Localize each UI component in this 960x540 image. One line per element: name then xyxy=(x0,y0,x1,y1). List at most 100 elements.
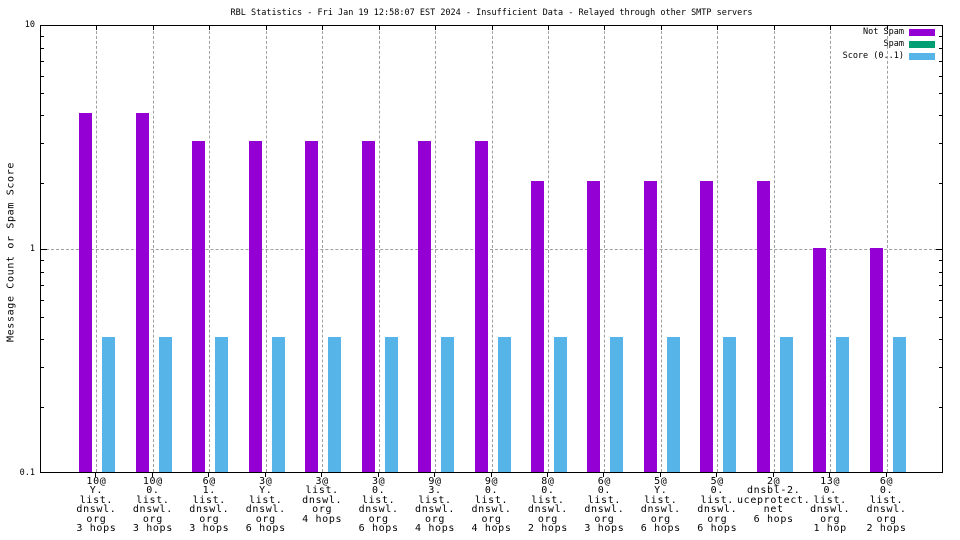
bar-score-0-1 xyxy=(384,337,398,472)
y-minor-tick xyxy=(939,367,942,369)
bar-not-spam xyxy=(530,180,544,472)
x-tick-bottom xyxy=(716,473,718,477)
y-tick-label-10: 10 xyxy=(24,20,35,30)
x-category-label-line: org xyxy=(86,513,107,525)
bar-score-0-1 xyxy=(666,337,680,472)
x-category-label-line: list. xyxy=(813,494,847,506)
x-category-label-line: org xyxy=(142,513,163,525)
y-minor-tick xyxy=(41,367,44,369)
bar-not-spam xyxy=(79,113,93,472)
x-category-label: 10@ Y. list. dnswl. org 3 hops xyxy=(36,476,156,535)
x-tick-top xyxy=(152,26,154,30)
x-category-label-line: 3 hops xyxy=(584,523,625,535)
x-category-label-line: 6 hops xyxy=(697,523,738,535)
x-tick-top xyxy=(547,26,549,30)
y-minor-tick xyxy=(939,260,942,262)
x-category-label-line: org xyxy=(199,513,220,525)
x-tick-top xyxy=(209,26,211,30)
x-gridline xyxy=(604,26,606,472)
x-category-label-line: org xyxy=(425,513,446,525)
bar-not-spam xyxy=(643,180,657,472)
x-tick-bottom xyxy=(603,473,605,477)
x-tick-top xyxy=(378,26,380,30)
bar-not-spam xyxy=(135,113,149,472)
x-category-label-line: 3 hops xyxy=(76,523,117,535)
x-category-label-line: 5@ xyxy=(654,476,668,487)
x-category-label-line: 6@ xyxy=(597,476,612,487)
legend-swatch-spam xyxy=(909,40,935,48)
x-category-label-line: org xyxy=(255,513,276,525)
x-category-label-line: list. xyxy=(305,485,339,497)
bar-score-0-1 xyxy=(215,337,229,472)
y-minor-tick xyxy=(41,75,44,77)
y-minor-tick xyxy=(41,339,44,341)
x-category-label: 5@ 0. list. dnswl. org 6 hops xyxy=(657,476,777,535)
x-gridline xyxy=(378,26,380,472)
y-minor-tick xyxy=(939,60,942,62)
y-minor-tick xyxy=(41,299,44,301)
x-gridline xyxy=(435,26,437,472)
plot-area xyxy=(40,25,943,473)
bar-not-spam xyxy=(248,141,262,472)
x-category-label: 9@ 0. list. dnswl. org 4 hops xyxy=(432,476,552,535)
x-category-label: 3@ list. dnswl. org 4 hops xyxy=(262,476,382,524)
x-category-label-line: org xyxy=(537,513,558,525)
x-category-label-line: dnswl. xyxy=(584,504,625,516)
x-category-label-line: net xyxy=(763,504,784,516)
x-category-label-line: Y. xyxy=(654,485,668,497)
x-tick-top xyxy=(886,26,888,30)
y-major-tick xyxy=(936,249,942,250)
x-category-label-line: 4 hops xyxy=(471,523,512,535)
x-category-label-line: list. xyxy=(644,494,678,506)
x-tick-top xyxy=(830,26,832,30)
x-category-label-line: list. xyxy=(474,494,509,506)
x-category-label-line: 9@ xyxy=(428,476,442,487)
x-gridline xyxy=(265,26,267,472)
x-tick-bottom xyxy=(321,473,323,477)
x-category-label-line: 6 hops xyxy=(245,523,286,535)
x-category-label-line: 3 hops xyxy=(132,523,173,535)
x-category-label-line: list. xyxy=(361,494,396,506)
x-category-label-line: 6 hops xyxy=(358,523,399,535)
x-tick-bottom xyxy=(885,473,887,477)
x-category-label-line: 2 hops xyxy=(527,523,568,535)
x-gridline xyxy=(773,26,775,472)
x-tick-bottom xyxy=(377,473,379,477)
bar-score-0-1 xyxy=(553,337,567,472)
x-tick-top xyxy=(660,26,662,30)
x-category-label-line: list. xyxy=(869,494,904,506)
y-minor-tick xyxy=(939,299,942,301)
bar-score-0-1 xyxy=(836,337,850,472)
legend-row-not-spam: Not Spam xyxy=(843,26,935,38)
x-category-label: 6@ 0. list. dnswl. org 3 hops xyxy=(544,476,664,535)
x-category-label-line: dnsbl-2. xyxy=(747,485,801,497)
y-minor-tick xyxy=(939,143,942,145)
bar-not-spam xyxy=(305,141,319,472)
y-tick-label-0p1: 0.1 xyxy=(19,468,35,478)
bar-score-0-1 xyxy=(610,337,624,472)
x-category-label-line: 0. xyxy=(146,485,160,497)
y-major-tick xyxy=(41,249,47,250)
x-category-label: 3@ 0. list. dnswl. org 6 hops xyxy=(319,476,439,535)
x-category-label-line: 0. xyxy=(484,485,499,497)
x-gridline xyxy=(209,26,211,472)
y-minor-tick xyxy=(939,317,942,319)
bar-score-0-1 xyxy=(158,337,172,472)
legend-swatch-score xyxy=(909,52,935,60)
x-category-label: 10@ 0. list. dnswl. org 3 hops xyxy=(93,476,213,535)
bar-not-spam xyxy=(192,141,206,472)
y-tick-label-1: 1 xyxy=(29,244,35,254)
x-category-label-line: Y. xyxy=(89,485,104,497)
bar-not-spam xyxy=(587,180,601,472)
y-minor-tick xyxy=(41,143,44,145)
x-category-label-line: dnswl. xyxy=(76,504,117,516)
y-minor-tick xyxy=(939,406,942,408)
y-minor-tick xyxy=(41,260,44,262)
legend-row-score: Score (0..1) xyxy=(843,50,935,62)
y-minor-tick xyxy=(41,47,44,49)
x-category-label-line: 8@ xyxy=(541,476,555,487)
x-category-label-line: 9@ xyxy=(484,476,499,487)
x-category-label-line: 0. xyxy=(371,485,386,497)
x-category-label-line: 2@ xyxy=(767,476,781,487)
x-category-label-line: org xyxy=(707,513,728,525)
